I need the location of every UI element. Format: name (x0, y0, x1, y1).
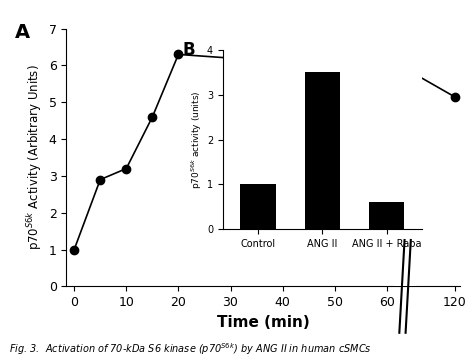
Bar (305, 72, 340, 229)
X-axis label: Time (min): Time (min) (217, 315, 310, 330)
Bar (395, 29, 416, 286)
Bar (369, 202, 404, 229)
Text: Fig. 3.  Activation of 70-kDa S6 kinase (p70$^{S6k}$) by ANG II in human cSMCs: Fig. 3. Activation of 70-kDa S6 kinase (… (9, 342, 372, 357)
Y-axis label: p70$^{S6k}$ Activity (Arbitrary Units): p70$^{S6k}$ Activity (Arbitrary Units) (26, 65, 45, 250)
Bar (240, 184, 276, 229)
Text: B: B (183, 41, 196, 59)
Bar (395, 29, 416, 286)
Y-axis label: p70$^{S6k}$ activity (units): p70$^{S6k}$ activity (units) (190, 91, 204, 189)
Text: A: A (15, 24, 30, 43)
